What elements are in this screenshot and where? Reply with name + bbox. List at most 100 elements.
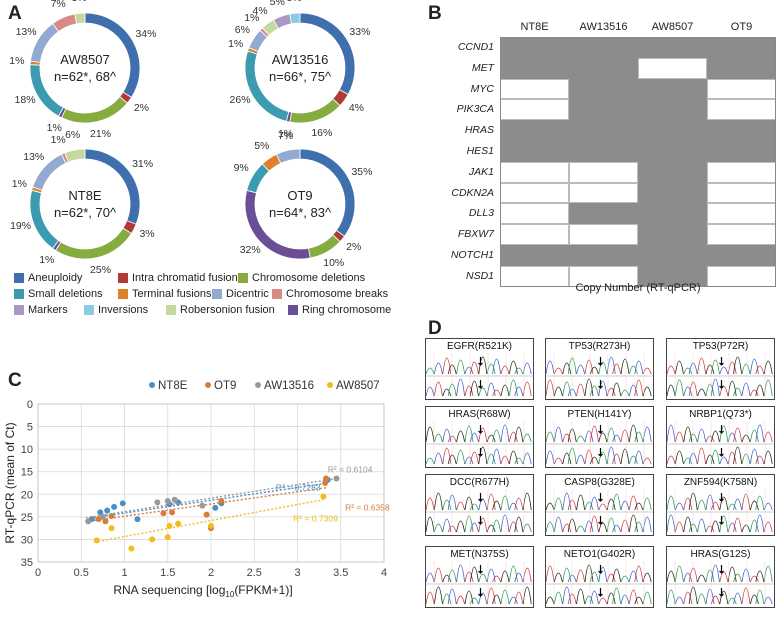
variant-arrow-icon xyxy=(598,565,603,574)
trace-peak xyxy=(755,495,765,511)
donut-segment xyxy=(289,98,341,124)
trace-peak xyxy=(642,457,652,465)
legend-item: Terminal fusions xyxy=(118,288,211,300)
heatmap-cell xyxy=(569,120,638,141)
heatmap-cell xyxy=(569,224,638,245)
donut-segment-label: 5% xyxy=(254,139,270,152)
chromatogram-box: TP53(P72R) xyxy=(666,338,775,400)
chromatogram-box: MET(N375S) xyxy=(425,546,534,608)
trace-peak xyxy=(478,446,488,465)
trace-peak xyxy=(470,566,479,583)
trace-peak xyxy=(514,367,524,375)
donut-segment xyxy=(52,13,78,33)
trace-peak xyxy=(576,569,585,583)
donut-segment-label: 13% xyxy=(15,25,37,38)
trace-peak xyxy=(763,431,773,443)
trace-peak xyxy=(750,500,759,511)
trace-peak xyxy=(492,500,501,511)
trace-peak xyxy=(567,388,577,397)
trace-peak xyxy=(590,571,599,583)
variant-arrow-icon xyxy=(478,357,483,366)
trace-peak xyxy=(576,435,585,443)
trace-peak xyxy=(478,573,488,583)
trace-peak xyxy=(683,367,693,375)
scatter-point xyxy=(154,499,161,506)
scatter-point xyxy=(164,534,171,541)
heatmap-gene-label: FBXW7 xyxy=(457,228,494,241)
trace-peak xyxy=(697,357,706,375)
trace-peak xyxy=(447,569,457,583)
heatmap-gene-label: HES1 xyxy=(466,145,494,157)
panel-label-a: A xyxy=(8,3,22,24)
trace-peak xyxy=(629,365,638,375)
chromatogram-trace xyxy=(667,353,774,399)
trace-peak xyxy=(442,574,452,583)
trace-peak xyxy=(683,386,693,397)
trace-peak xyxy=(562,492,572,511)
scatter-point xyxy=(149,536,156,543)
trace-peak xyxy=(509,431,518,443)
trace-peak xyxy=(763,360,773,375)
heatmap-cell xyxy=(638,161,707,183)
legend-item: Intra chromatid fusions xyxy=(118,272,243,284)
scatter-point xyxy=(169,509,176,516)
heatmap-gene-label: MET xyxy=(471,61,494,74)
heatmap-gene-label: DLL3 xyxy=(468,207,494,220)
legend-label: Inversions xyxy=(98,304,149,316)
trace-peak xyxy=(500,514,510,533)
trace-peak xyxy=(567,499,577,511)
trace-peak xyxy=(478,427,488,443)
trace-peak xyxy=(478,498,488,511)
trace-peak xyxy=(711,595,720,605)
trace-peak xyxy=(697,518,706,533)
chromatogram-box: EGFR(R521K) xyxy=(425,338,534,400)
variant-arrow-icon xyxy=(478,565,483,574)
scatter-point xyxy=(333,475,340,482)
trace-peak xyxy=(727,380,737,397)
donut-segment-label: 1% xyxy=(228,37,244,50)
trace-peak xyxy=(620,575,630,583)
trace-peak xyxy=(629,514,638,533)
trace-peak xyxy=(546,521,555,533)
donut-segment-label: 1% xyxy=(50,133,66,146)
heatmap-cell xyxy=(638,120,707,141)
scatter-point xyxy=(128,545,135,552)
trace-peak xyxy=(683,572,693,583)
trace-peak xyxy=(763,521,773,533)
legend-swatch xyxy=(14,305,24,315)
trace-peak xyxy=(584,359,594,375)
scatter-point xyxy=(111,503,118,510)
donut-segment-label: 2% xyxy=(346,240,362,253)
variant-arrow-icon xyxy=(719,357,724,366)
trace-peak xyxy=(514,591,524,605)
trace-peak xyxy=(442,499,452,511)
legend-item: Chromosome breaks xyxy=(272,288,388,300)
scatter-point xyxy=(212,504,219,511)
trace-peak xyxy=(620,429,630,443)
donut-segment-label: 4% xyxy=(348,101,364,114)
heatmap-column-header: OT9 xyxy=(730,21,753,33)
trace-peak xyxy=(522,433,532,443)
trace-peak xyxy=(733,498,742,511)
donut-segment-label: 25% xyxy=(90,264,112,277)
trace-peak xyxy=(675,431,684,443)
chromatogram-title: EGFR(R521K) xyxy=(446,341,512,352)
trace-peak xyxy=(727,566,737,583)
heatmap-cell xyxy=(569,182,638,204)
legend-swatch xyxy=(288,305,298,315)
trace-peak xyxy=(464,425,474,443)
trace-peak xyxy=(426,572,435,583)
donut-segment-label: 16% xyxy=(311,126,333,139)
trace-peak xyxy=(750,429,759,443)
x-axis-label: RNA sequencing [log10(FPKM+1)] xyxy=(113,583,292,599)
trace-peak xyxy=(456,359,465,375)
trace-peak xyxy=(567,518,577,533)
trace-peak xyxy=(442,388,452,397)
trace-peak xyxy=(688,523,698,533)
trace-peak xyxy=(470,503,479,511)
trace-peak xyxy=(434,362,443,375)
trace-peak xyxy=(546,431,555,443)
legend-swatch xyxy=(212,289,222,299)
trace-peak xyxy=(750,389,759,397)
panel-label-d: D xyxy=(428,318,442,339)
